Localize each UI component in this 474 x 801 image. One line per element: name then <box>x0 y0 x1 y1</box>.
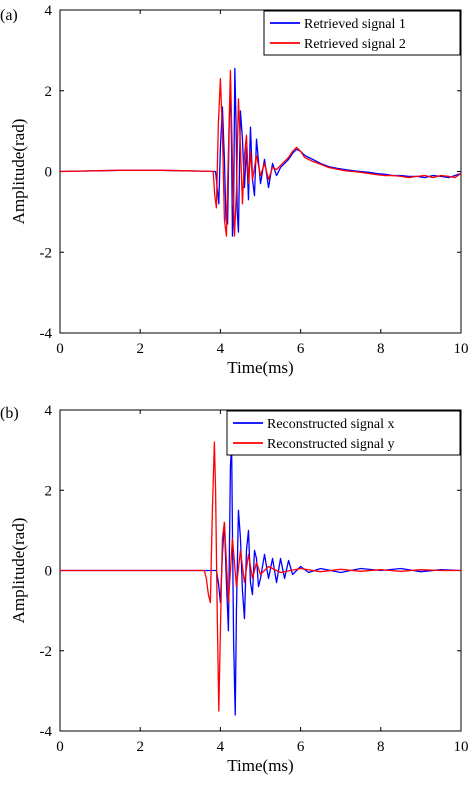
y-tick-label: -4 <box>40 724 53 740</box>
x-axis-label: Time(ms) <box>227 358 293 377</box>
panel-label: (a) <box>0 7 18 24</box>
y-axis-label: Amplitude(rad) <box>9 518 28 624</box>
x-tick-label: 4 <box>217 739 225 755</box>
y-tick-label: 2 <box>45 84 53 100</box>
legend-entry-2: Retrieved signal 2 <box>304 37 406 52</box>
x-axis-label: Time(ms) <box>227 756 293 775</box>
series-line-2 <box>60 69 461 237</box>
x-tick-label: 0 <box>56 341 64 357</box>
series-line-2 <box>60 441 461 712</box>
legend-entry-1: Reconstructed signal x <box>267 417 395 432</box>
axes-box <box>59 9 462 334</box>
y-tick-label: 4 <box>45 403 53 419</box>
y-tick-label: -4 <box>40 326 53 342</box>
panel-a: 0 2 4 6 8 10-4-2024Time(ms)Amplitude(rad)(a)R… <box>0 3 469 377</box>
legend-box <box>226 410 461 456</box>
x-tick-label: 4 <box>217 341 225 357</box>
x-tick-label: 2 <box>136 739 144 755</box>
y-tick-label: 0 <box>45 564 53 580</box>
legend-entry-2: Reconstructed signal y <box>267 437 395 452</box>
legend: Reconstructed signal x Reconstructed sign… <box>226 410 461 456</box>
y-tick-label: 2 <box>45 483 53 499</box>
series-line-1 <box>60 445 461 716</box>
x-tick-label: 0 <box>56 739 64 755</box>
series-line-1 <box>60 67 461 237</box>
x-tick-label: 6 <box>297 341 305 357</box>
x-tick-label: 2 <box>136 341 144 357</box>
y-axis-label: Amplitude(rad) <box>9 119 28 225</box>
y-tick-label: 4 <box>45 3 53 19</box>
y-tick-label: -2 <box>40 245 53 261</box>
x-tick-label: 10 <box>454 739 469 755</box>
x-tick-label: 10 <box>454 341 469 357</box>
y-tick-label: -2 <box>40 644 53 660</box>
panel-label: (b) <box>0 405 19 422</box>
legend: Retrieved signal 1 Retrieved signal 2 <box>263 10 461 56</box>
x-tick-label: 8 <box>377 739 385 755</box>
legend-entry-1: Retrieved signal 1 <box>304 17 406 32</box>
legend-box <box>263 10 461 56</box>
panel-b: 0 2 4 6 8 10-4-2024Time(ms)Amplitude(rad)(b)R… <box>0 403 469 775</box>
x-tick-label: 6 <box>297 739 305 755</box>
x-tick-label: 8 <box>377 341 385 357</box>
y-tick-label: 0 <box>45 165 53 181</box>
